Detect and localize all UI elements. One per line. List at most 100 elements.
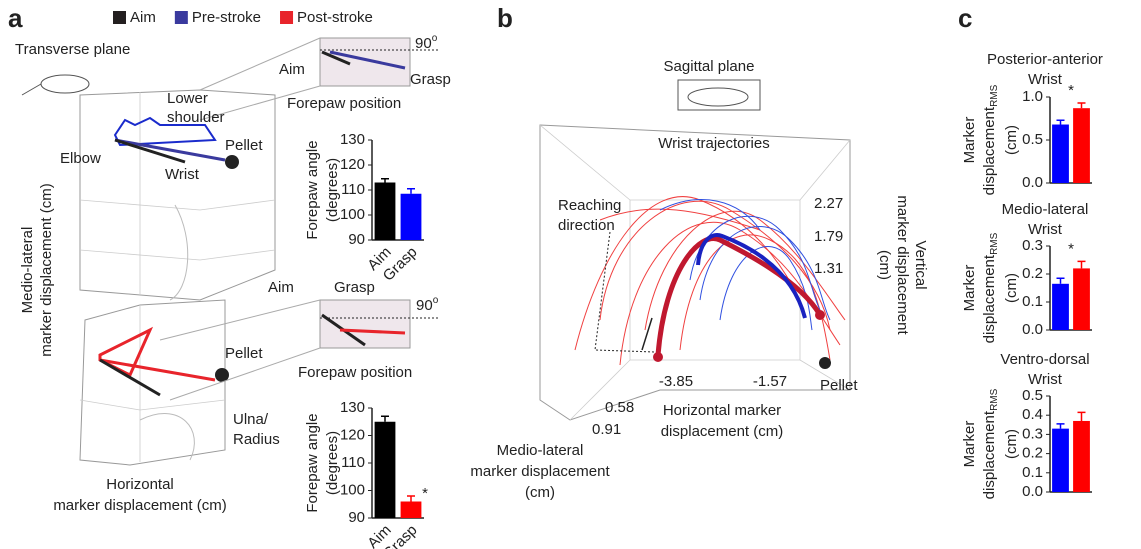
- label: direction: [558, 217, 615, 234]
- angle: 90: [415, 35, 432, 52]
- legend-swatch: [280, 11, 294, 24]
- legend-swatch: [113, 11, 126, 24]
- y-tick-label: 1.0: [1022, 88, 1043, 105]
- label: shoulder: [167, 109, 225, 126]
- y-axis-label-text: displacement: [981, 254, 998, 343]
- y-axis-label-subscript: RMS: [989, 84, 1000, 107]
- y-axis-label: (cm): [1003, 429, 1020, 459]
- y-axis-label-text: (degrees): [324, 431, 341, 495]
- y-axis-label: Marker: [961, 117, 978, 164]
- y-axis-label-text: (cm): [1003, 429, 1020, 459]
- y-axis-label-text: displacement: [981, 106, 998, 195]
- error-bar: [1056, 423, 1065, 429]
- y-tick-label: 0.5: [1022, 387, 1043, 404]
- zoom-line: [159, 299, 321, 341]
- bar: [1052, 124, 1069, 183]
- grid-3d: [569, 359, 631, 421]
- zoom-line: [199, 85, 321, 121]
- label: Pellet: [225, 345, 263, 362]
- degree: o: [433, 295, 439, 306]
- pellet-dot: [215, 368, 229, 382]
- chart-title: Medio-lateral: [1002, 201, 1089, 218]
- axis-label: marker displacement: [470, 463, 610, 480]
- tick-label: -3.85: [659, 373, 693, 390]
- zoom-line: [169, 347, 321, 401]
- y-axis-label: displacementRMS: [981, 388, 1000, 499]
- y-tick-label: 100: [340, 206, 365, 223]
- chart-title: Posterior-anterior: [987, 51, 1103, 68]
- label: Ulna/: [233, 411, 269, 428]
- y-tick-label: 0.0: [1022, 483, 1043, 500]
- axis-label: Medio-lateral: [19, 227, 36, 314]
- bar: [374, 421, 396, 518]
- pellet-dot: [819, 357, 831, 369]
- grid-3d: [79, 399, 226, 411]
- significance: *: [1068, 82, 1074, 99]
- y-axis-label: displacementRMS: [981, 84, 1000, 195]
- significance: *: [422, 485, 428, 502]
- axis-label: (cm): [525, 484, 555, 501]
- grasp-line: [339, 328, 406, 335]
- y-tick-label: 0.3: [1022, 425, 1043, 442]
- label: Radius: [233, 431, 280, 448]
- axis-label: Vertical: [912, 240, 929, 289]
- arm-trace: [98, 326, 154, 378]
- bar: [1052, 283, 1069, 330]
- label: Grasp: [334, 279, 375, 296]
- plane-icon: [677, 79, 761, 111]
- end-dot: [815, 310, 825, 320]
- inset-box: [319, 37, 411, 87]
- y-tick-label: 110: [341, 454, 365, 471]
- error-bar: [1077, 102, 1086, 109]
- trajectories: [574, 196, 846, 366]
- y-axis-label-text: displacement: [981, 410, 998, 499]
- axis-label: Horizontal marker: [663, 402, 781, 419]
- label: Pellet: [225, 137, 263, 154]
- error-bar: [1077, 411, 1086, 421]
- y-axis-label-text: Forepaw angle: [304, 413, 321, 512]
- legend-swatch: [174, 11, 188, 24]
- bar: [400, 501, 422, 518]
- forepaw-line: [99, 358, 161, 397]
- legend: Aim Pre-stroke Post-stroke: [113, 9, 373, 26]
- tick-label: 2.27: [814, 195, 843, 212]
- error-bar: [1056, 277, 1065, 284]
- label: Grasp: [410, 71, 451, 88]
- legend-label: Aim: [130, 9, 156, 26]
- tick-label: 0.58: [605, 399, 634, 416]
- y-tick-label: 90: [348, 231, 365, 248]
- mouse-outline: [169, 204, 189, 301]
- label: Lower: [167, 90, 208, 107]
- angle-label: 90o: [416, 295, 439, 314]
- zoom-line: [199, 37, 321, 91]
- label: Aim: [268, 279, 294, 296]
- degree: o: [432, 33, 438, 44]
- y-tick-label: 0.3: [1022, 237, 1043, 254]
- axis-label: marker displacement (cm): [38, 183, 55, 356]
- y-axis-label-text: (cm): [1003, 125, 1020, 155]
- chart-title: Wrist: [1028, 371, 1063, 388]
- grid-3d: [799, 359, 851, 391]
- caption: Forepaw position: [287, 95, 401, 112]
- forepaw-line: [114, 138, 226, 162]
- y-tick-label: 120: [340, 426, 365, 443]
- bar: [400, 193, 422, 240]
- y-tick-label: 0.1: [1022, 464, 1043, 481]
- y-axis-label: (cm): [1003, 273, 1020, 303]
- label: Wrist: [165, 166, 200, 183]
- y-tick-label: 130: [340, 131, 365, 148]
- pellet-dot: [225, 155, 239, 169]
- plane-label: Transverse plane: [15, 41, 130, 58]
- panel-label: a: [8, 3, 23, 33]
- y-axis-label: Forepaw angle: [304, 413, 321, 512]
- y-axis-label: Forepaw angle: [304, 140, 321, 239]
- aim-line: [321, 50, 351, 66]
- tick-label: 0.91: [592, 421, 621, 438]
- grid-3d: [79, 199, 276, 211]
- error-bar: [407, 495, 415, 502]
- y-axis-label: Marker: [961, 265, 978, 312]
- axis-label: displacement (cm): [661, 423, 784, 440]
- grid-3d: [539, 124, 631, 201]
- mouse-icon: [40, 74, 90, 94]
- plane-label: Sagittal plane: [664, 58, 755, 75]
